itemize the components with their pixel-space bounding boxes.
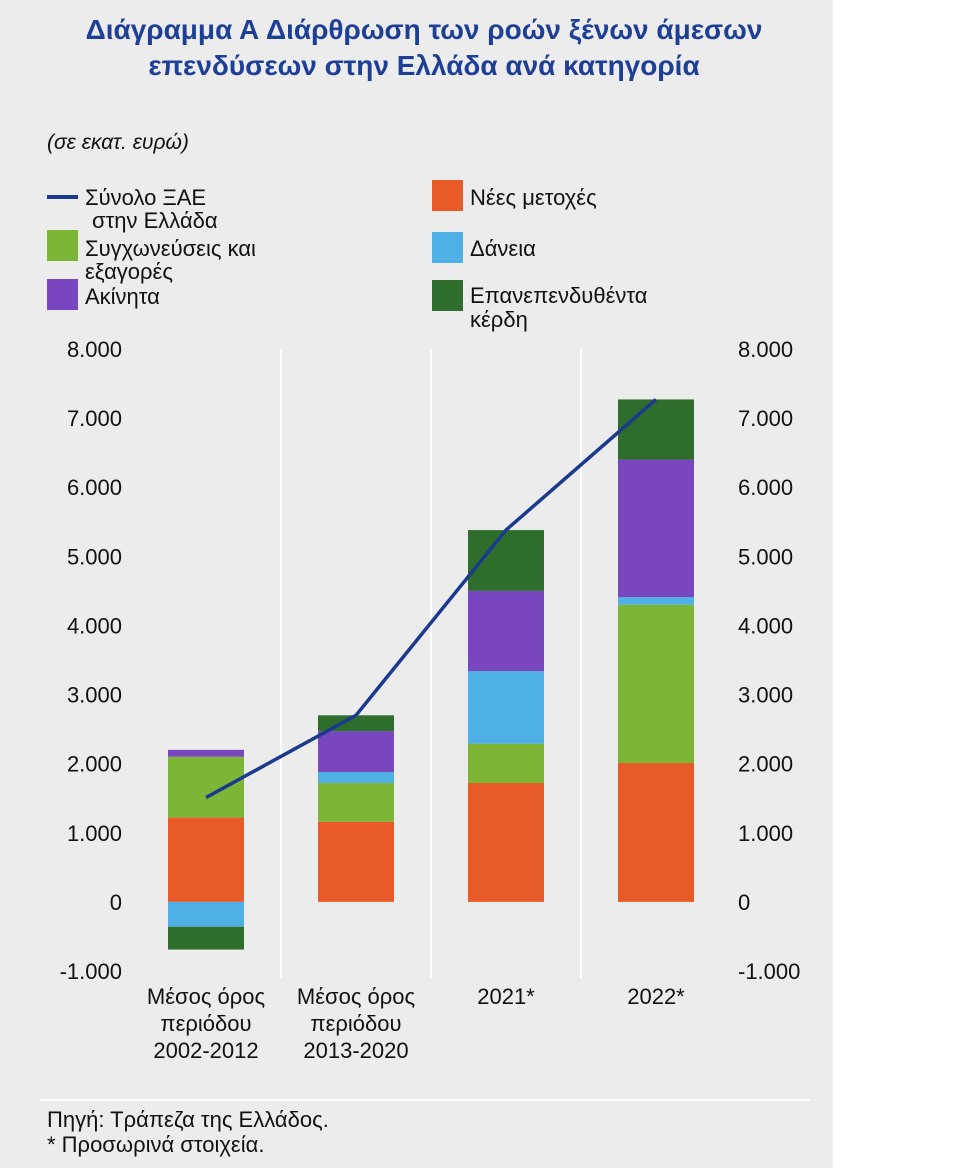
bar-segment-new-shares-1 [318, 821, 394, 902]
legend-label-line: Νέες μετοχές [470, 185, 597, 210]
legend-label-line: στην Ελλάδα [92, 208, 218, 233]
y-axis-right-tick-label: 8.000 [738, 337, 793, 362]
source-note: Πηγή: Τράπεζα της Ελλάδος. [47, 1107, 329, 1132]
x-axis-category-label: 2002-2012 [153, 1038, 258, 1063]
y-axis-left-tick-label: 5.000 [67, 544, 122, 569]
chart-title-line-2: επενδύσεων στην Ελλάδα ανά κατηγορία [148, 50, 700, 81]
bar-segment-loans-1 [318, 771, 394, 784]
provisional-data-note: * Προσωρινά στοιχεία. [47, 1132, 265, 1157]
chart-title-line-1: Διάγραμμα Α Διάρθρωση των ροών ξένων άμε… [85, 14, 763, 45]
bar-segment-mergers-acquisitions-2 [468, 743, 544, 784]
bar-segment-mergers-acquisitions-3 [618, 604, 694, 763]
y-axis-right-tick-label: 0 [738, 890, 750, 915]
y-axis-left-tick-label: 2.000 [67, 752, 122, 777]
bar-segment-reinvested-earnings-3 [618, 399, 694, 460]
legend-swatch [432, 232, 463, 263]
legend-label: Επανεπενδυθέντα κέρδη [470, 284, 647, 332]
y-axis-left-tick-label: 1.000 [67, 821, 122, 846]
legend-swatch [47, 279, 78, 310]
y-axis-left-tick-label: 6.000 [67, 475, 122, 500]
line-series-total-fdi [205, 398, 658, 800]
y-axis-right-tick-label: 1.000 [738, 821, 793, 846]
bar-segment-mergers-acquisitions-0 [168, 756, 244, 818]
bar-segment-real-estate-1 [318, 731, 394, 772]
bar-segment-new-shares-3 [618, 762, 694, 902]
chart-panel: Διάγραμμα Α Διάρθρωση των ροών ξένων άμε… [0, 0, 833, 1168]
footer-divider [40, 1099, 810, 1101]
legend-label-line: εξαγορές [85, 259, 173, 284]
y-axis-left-tick-label: -1.000 [60, 959, 122, 984]
y-axis-right-tick-label: 3.000 [738, 683, 793, 708]
y-axis-right-tick-label: 5.000 [738, 544, 793, 569]
x-axis-category-label: 2021* [477, 984, 535, 1009]
y-axis-right-tick-label: 6.000 [738, 475, 793, 500]
y-axis-left-tick-label: 0 [110, 890, 122, 915]
y-axis-right-tick-label: -1.000 [738, 959, 800, 984]
bar-segment-real-estate-3 [618, 459, 694, 598]
bar-segment-mergers-acquisitions-1 [318, 783, 394, 822]
y-axis-left-tick-label: 7.000 [67, 406, 122, 431]
legend-label: Σύνολο ΞΑΕ στην Ελλάδα [85, 186, 218, 232]
unit-note: (σε εκατ. ευρώ) [47, 131, 189, 154]
x-axis-category-label: περιόδου [310, 1011, 401, 1036]
y-axis-left-tick-label: 3.000 [67, 683, 122, 708]
x-axis-category-label: περιόδου [160, 1011, 251, 1036]
legend-label: Νέες μετοχές [470, 186, 597, 209]
bar-segment-loans-0 [168, 901, 244, 927]
chart-plot: -1.000 -1.000 0 0 1.000 1.000 2.000 2.000 3.000 3… [60, 337, 801, 1063]
y-axis-right-tick-label: 4.000 [738, 613, 793, 638]
bar-segment-reinvested-earnings-0 [168, 926, 244, 950]
y-axis-left-tick-label: 4.000 [67, 613, 122, 638]
bar-segment-real-estate-2 [468, 590, 544, 672]
bar-segment-loans-3 [618, 597, 694, 605]
y-axis-right-tick-label: 7.000 [738, 406, 793, 431]
x-axis-category-label: Μέσος όρος [297, 984, 415, 1009]
legend-label: Δάνεια [470, 237, 536, 260]
bar-segment-new-shares-0 [168, 817, 244, 902]
x-axis-category-label: 2013-2020 [303, 1038, 408, 1063]
y-axis-left-tick-label: 8.000 [67, 337, 122, 362]
legend-label-line: κέρδη [470, 307, 528, 332]
legend-label-line: Επανεπενδυθέντα [470, 283, 648, 308]
legend-label-line: Ακίνητα [85, 284, 160, 309]
legend-swatch [432, 180, 463, 211]
bar-segment-new-shares-2 [468, 783, 544, 902]
bar-segment-real-estate-0 [168, 749, 244, 757]
y-axis-right-tick-label: 2.000 [738, 752, 793, 777]
x-axis-category-label: Μέσος όρος [147, 984, 265, 1009]
legend-label: Συγχωνεύσεις και εξαγορές [85, 237, 256, 283]
bar-segment-loans-2 [468, 671, 544, 744]
x-axis-category-label: 2022* [627, 984, 685, 1009]
legend-label-line: Δάνεια [470, 236, 536, 261]
legend-label-line: Συγχωνεύσεις και [85, 236, 256, 261]
legend-swatch [432, 280, 463, 311]
legend-swatch [47, 230, 78, 261]
legend-label-line: Σύνολο ΞΑΕ [85, 185, 207, 210]
legend-line-marker [47, 195, 78, 199]
legend-label: Ακίνητα [85, 285, 160, 308]
